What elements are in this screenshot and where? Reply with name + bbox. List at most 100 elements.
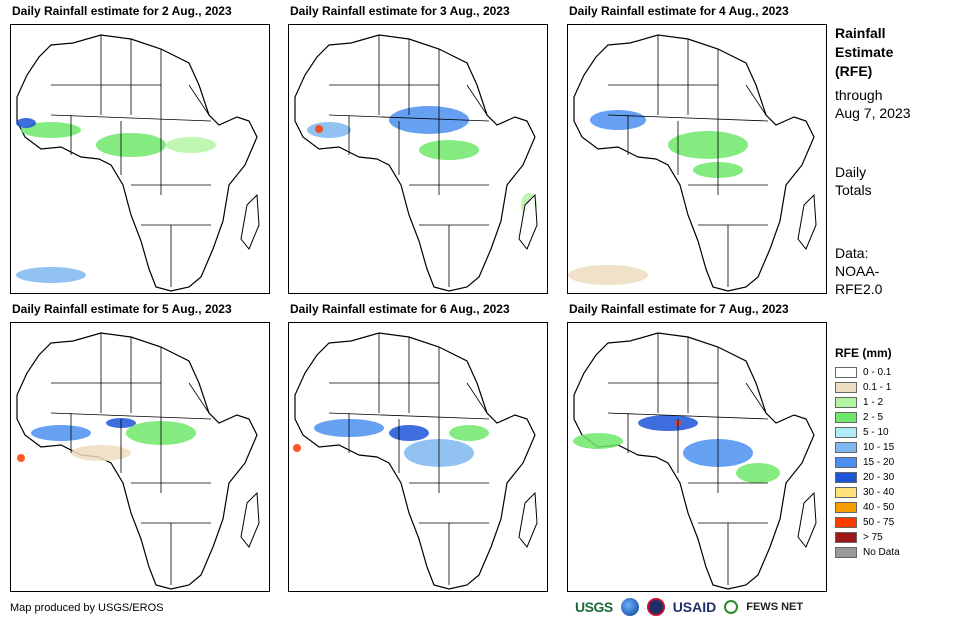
madagascar-outline — [240, 491, 260, 548]
sidebar-totals: Daily Totals — [835, 163, 872, 199]
legend-item: 50 - 75 — [835, 515, 900, 530]
africa-basemap — [16, 332, 260, 590]
rainfall-area — [16, 267, 86, 283]
madagascar-outline — [518, 491, 538, 548]
usaid-seal-icon — [646, 598, 665, 616]
legend-label: 2 - 5 — [863, 412, 884, 423]
country-border — [466, 382, 488, 414]
legend-label: 15 - 20 — [863, 457, 895, 468]
africa-basemap — [573, 332, 817, 590]
madagascar-outline — [797, 193, 817, 250]
legend-swatch — [835, 367, 857, 378]
rainfall-area — [17, 454, 25, 462]
legend-label: 20 - 30 — [863, 472, 895, 483]
legend-label: 10 - 15 — [863, 442, 895, 453]
through-line: Aug 7, 2023 — [835, 105, 911, 121]
rainfall-area — [31, 425, 91, 441]
rainfall-area — [166, 137, 216, 153]
rainfall-area — [21, 122, 81, 138]
panel-title: Daily Rainfall estimate for 2 Aug., 2023 — [12, 4, 232, 18]
through-line: through — [835, 87, 883, 103]
totals-line: Daily — [835, 164, 867, 180]
map-panel-aug-5: Daily Rainfall estimate for 5 Aug., 2023 — [10, 302, 270, 592]
rainfall-area — [96, 133, 166, 157]
legend-label: No Data — [863, 547, 900, 558]
country-border — [745, 84, 767, 116]
legend-item: > 75 — [835, 530, 900, 545]
rainfall-area — [449, 425, 489, 441]
africa-coastline — [294, 34, 536, 292]
africa-map — [288, 24, 548, 294]
title-line: Estimate — [835, 44, 894, 60]
map-panel-aug-2: Daily Rainfall estimate for 2 Aug., 2023 — [10, 4, 270, 294]
africa-basemap — [294, 34, 538, 292]
usaid-logo: USAID — [672, 599, 717, 615]
legend-item: 40 - 50 — [835, 500, 900, 515]
country-border — [50, 114, 212, 122]
country-border — [328, 114, 490, 122]
legend-label: 50 - 75 — [863, 517, 895, 528]
country-border — [607, 114, 769, 122]
country-border — [188, 382, 210, 414]
legend-swatch — [835, 397, 857, 408]
africa-coastline — [573, 34, 815, 292]
rainfall-area — [590, 110, 646, 130]
legend-item: 15 - 20 — [835, 455, 900, 470]
legend-label: > 75 — [863, 532, 883, 543]
legend-label: 1 - 2 — [863, 397, 884, 408]
africa-basemap — [568, 34, 817, 292]
fews-net-logo: FEWS NET — [746, 601, 804, 613]
panel-title: Daily Rainfall estimate for 7 Aug., 2023 — [569, 302, 789, 316]
africa-map — [10, 24, 270, 294]
africa-map — [567, 322, 827, 592]
map-panel-aug-6: Daily Rainfall estimate for 6 Aug., 2023 — [288, 302, 548, 592]
legend-item: 0.1 - 1 — [835, 380, 900, 395]
country-border — [466, 84, 488, 116]
legend-swatch — [835, 382, 857, 393]
africa-map — [288, 322, 548, 592]
country-border — [328, 412, 490, 420]
country-border — [50, 412, 212, 420]
fews-globe-icon — [724, 600, 739, 614]
sidebar-data-source: Data: NOAA- RFE2.0 — [835, 244, 882, 298]
country-border — [607, 412, 769, 420]
data-line: Data: — [835, 245, 869, 261]
legend-swatch — [835, 532, 857, 543]
noaa-logo-icon — [620, 598, 639, 616]
country-border — [188, 84, 210, 116]
africa-basemap — [293, 332, 538, 590]
rainfall-area — [293, 444, 301, 452]
legend-item: 30 - 40 — [835, 485, 900, 500]
legend-title: RFE (mm) — [835, 346, 892, 360]
legend-swatch — [835, 472, 857, 483]
map-credit: Map produced by USGS/EROS — [10, 602, 164, 614]
legend-item: 10 - 15 — [835, 440, 900, 455]
legend-swatch — [835, 412, 857, 423]
rainfall-area — [736, 463, 780, 483]
legend-item: 0 - 0.1 — [835, 365, 900, 380]
sidebar-through: through Aug 7, 2023 — [835, 86, 911, 122]
africa-coastline — [16, 34, 258, 292]
data-line: RFE2.0 — [835, 281, 883, 297]
rainfall-area — [668, 131, 748, 159]
logo-strip: USGS USAID FEWS NET — [575, 596, 803, 618]
legend-swatch — [835, 547, 857, 558]
rainfall-area — [71, 445, 131, 461]
title-line: Rainfall — [835, 25, 886, 41]
legend-item: 5 - 10 — [835, 425, 900, 440]
africa-map — [10, 322, 270, 592]
panel-title: Daily Rainfall estimate for 6 Aug., 2023 — [290, 302, 510, 316]
title-line: (RFE) — [835, 63, 873, 79]
africa-basemap — [16, 34, 260, 292]
rainfall-area — [568, 265, 648, 285]
legend-label: 30 - 40 — [863, 487, 895, 498]
legend-swatch — [835, 487, 857, 498]
legend-label: 0 - 0.1 — [863, 367, 892, 378]
madagascar-outline — [240, 193, 260, 250]
madagascar-outline — [797, 491, 817, 548]
panel-title: Daily Rainfall estimate for 4 Aug., 2023 — [569, 4, 789, 18]
madagascar-outline — [518, 193, 538, 250]
totals-line: Totals — [835, 182, 872, 198]
legend-item: 20 - 30 — [835, 470, 900, 485]
panel-title: Daily Rainfall estimate for 5 Aug., 2023 — [12, 302, 232, 316]
